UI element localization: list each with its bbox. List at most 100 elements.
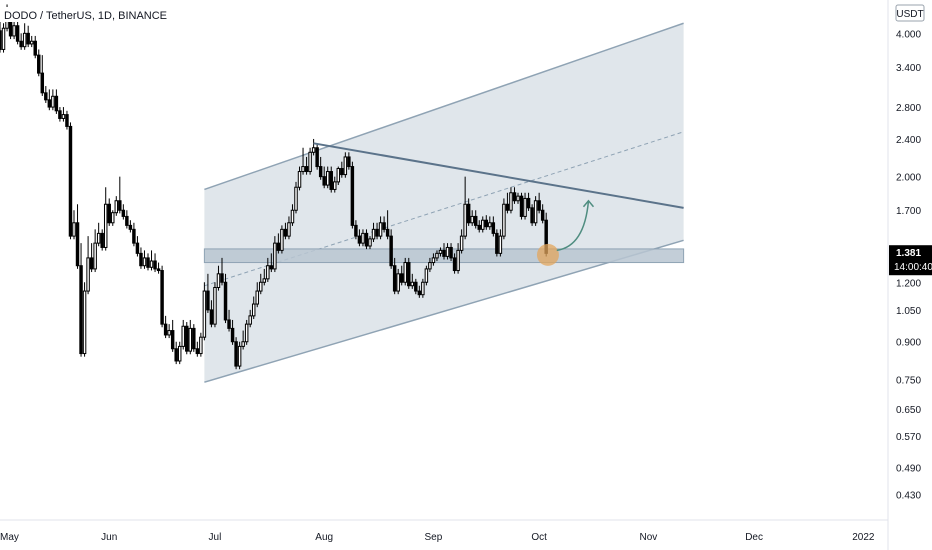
candle-body (315, 147, 319, 168)
candle-body (428, 262, 432, 270)
candle-body (498, 235, 503, 254)
candle-body (142, 257, 147, 267)
candle-body (255, 290, 259, 305)
time-tick-label: Jul (209, 532, 222, 543)
price-axis[interactable]: 4.000 3.400 2.800 2.400 2.000 1.700 1.200 1.050… (896, 29, 921, 501)
candle-body (537, 200, 541, 211)
candle-body (357, 235, 362, 244)
candle-body (438, 249, 443, 254)
price-tick-label: 0.750 (896, 375, 921, 386)
time-tick-label: May (0, 532, 19, 543)
candle-body (452, 257, 457, 272)
annotations-group (313, 142, 684, 266)
candle-body (54, 95, 59, 112)
candle-body (368, 238, 372, 247)
channel-lower-line (204, 239, 684, 383)
candle-body (216, 273, 221, 288)
candle-body (449, 246, 453, 259)
candle-body (364, 232, 369, 247)
price-tick-label: 2.800 (896, 103, 921, 114)
candle-body (259, 281, 263, 292)
candle-body (459, 235, 464, 251)
candle-body (93, 242, 97, 270)
candle-body (371, 228, 376, 240)
price-tick-label: 0.900 (896, 338, 921, 349)
candle-body (174, 348, 178, 362)
price-tick-label: 4.000 (896, 29, 921, 40)
candles-group (0, 4, 548, 370)
candle-body (516, 195, 520, 202)
channel-group (203, 22, 685, 383)
time-tick-label: 2022 (852, 532, 875, 543)
time-tick-label: Nov (639, 532, 657, 543)
candle-body (308, 151, 312, 173)
candle-body (403, 262, 407, 283)
candle-body (301, 166, 305, 173)
candle-body (329, 171, 333, 190)
candle-body (47, 99, 52, 108)
price-tick-label: 0.570 (896, 432, 921, 443)
candle-body (375, 228, 379, 237)
candle-body (89, 257, 94, 270)
candle-body (396, 273, 400, 292)
candle-body (463, 203, 467, 237)
candle-body (118, 200, 122, 211)
price-tick-label: 0.650 (896, 405, 921, 416)
price-tick-label: 3.400 (896, 63, 921, 74)
price-tick-label: 2.000 (896, 173, 921, 184)
candle-body (276, 242, 281, 251)
candle-body (29, 40, 34, 45)
candle-body (223, 281, 228, 321)
time-axis[interactable]: May Jun Jul Aug Sep Oct Nov Dec 2022 (0, 532, 875, 543)
candle-body (248, 315, 252, 325)
time-tick-label: Dec (745, 532, 763, 543)
candle-body (75, 222, 80, 267)
candle-body (132, 228, 136, 244)
last-price-label: 1.381 14:00:40 (889, 245, 932, 276)
time-tick-label: Jun (101, 532, 117, 543)
candle-body (473, 215, 478, 226)
candle-body (343, 156, 348, 176)
candle-body (61, 114, 66, 119)
price-tick-label: 1.700 (896, 206, 921, 217)
candle-body (206, 290, 210, 311)
candle-body (33, 40, 37, 56)
candle-body (530, 207, 534, 224)
candle-body (435, 252, 439, 259)
candle-body (251, 303, 256, 317)
candle-body (26, 32, 30, 45)
candle-body (177, 345, 182, 362)
time-tick-label: Aug (315, 532, 333, 543)
candle-body (509, 192, 513, 211)
candle-body (502, 203, 506, 237)
candle-body (19, 40, 23, 48)
candle-body (540, 209, 545, 221)
candle-body (350, 166, 355, 226)
price-tick-label: 0.430 (896, 490, 921, 501)
candle-body (22, 32, 27, 48)
candle-body (477, 224, 481, 230)
candle-body (287, 222, 291, 237)
channel-upper-line (204, 22, 684, 191)
candle-body (266, 265, 270, 280)
candle-body (297, 171, 302, 188)
candle-body (410, 281, 415, 287)
candle-body (290, 209, 295, 224)
symbol-title[interactable]: DODO / TetherUS, 1D, BINANCE (4, 10, 167, 22)
candle-body (96, 232, 101, 244)
candle-body (484, 219, 489, 228)
candle-body (280, 228, 284, 251)
plot-area[interactable] (0, 4, 685, 383)
candle-body (470, 215, 474, 224)
candle-body (519, 195, 524, 217)
candle-body (237, 345, 242, 367)
candle-body (51, 95, 55, 108)
candle-body (114, 200, 119, 214)
candle-body (526, 197, 531, 209)
candle-body (361, 232, 365, 244)
countdown-timer: 14:00:40 (894, 262, 932, 273)
currency-badge[interactable] (895, 4, 925, 22)
candle-body (37, 54, 41, 74)
candle-body (311, 147, 316, 153)
